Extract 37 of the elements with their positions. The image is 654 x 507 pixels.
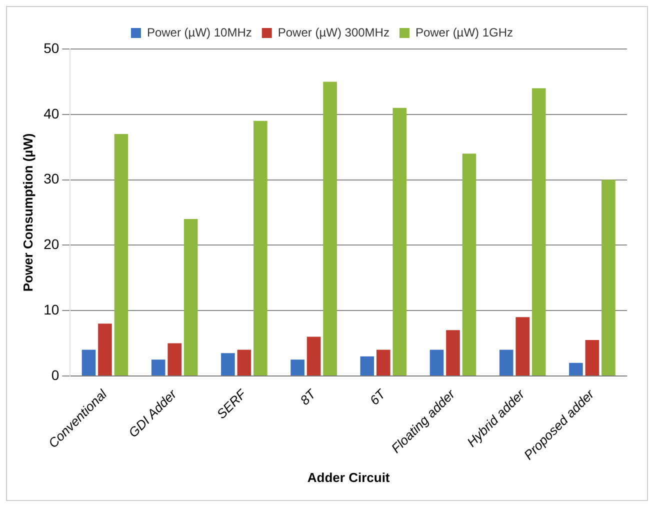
x-tick-label: 6T xyxy=(366,386,389,408)
bar xyxy=(237,350,252,376)
bar xyxy=(430,350,444,376)
legend-label: Power (µW) 300MHz xyxy=(278,25,390,40)
bar xyxy=(98,324,112,376)
bar xyxy=(532,88,546,376)
bar xyxy=(516,317,530,376)
bar xyxy=(323,82,337,376)
bar xyxy=(499,350,514,376)
bar xyxy=(290,360,304,376)
bar xyxy=(254,120,268,376)
legend-label: Power (µW) 1GHz xyxy=(415,25,514,40)
bar xyxy=(151,360,166,376)
bar xyxy=(376,350,390,376)
bar xyxy=(114,134,128,376)
bar xyxy=(392,108,407,376)
y-tick-label: 50 xyxy=(44,40,60,56)
bar xyxy=(360,356,374,376)
bar xyxy=(168,343,182,376)
bar xyxy=(221,353,235,376)
y-tick-label: 0 xyxy=(51,366,60,383)
y-axis-title: Power Consumption (µW) xyxy=(20,133,36,292)
bar xyxy=(585,340,600,376)
bar xyxy=(446,330,460,376)
y-tick-label: 20 xyxy=(44,236,60,252)
x-axis-title: Adder Circuit xyxy=(307,470,390,485)
bar xyxy=(602,180,616,376)
x-tick-label: 8T xyxy=(297,386,320,408)
bar xyxy=(82,350,96,376)
y-tick-label: 10 xyxy=(44,301,60,318)
y-tick-label: 30 xyxy=(44,170,60,187)
bar xyxy=(306,336,321,376)
bar xyxy=(184,219,198,376)
y-tick-label: 40 xyxy=(44,105,60,122)
bar xyxy=(462,154,476,376)
legend-label: Power (µW) 10MHz xyxy=(146,25,252,40)
bar xyxy=(569,362,583,376)
